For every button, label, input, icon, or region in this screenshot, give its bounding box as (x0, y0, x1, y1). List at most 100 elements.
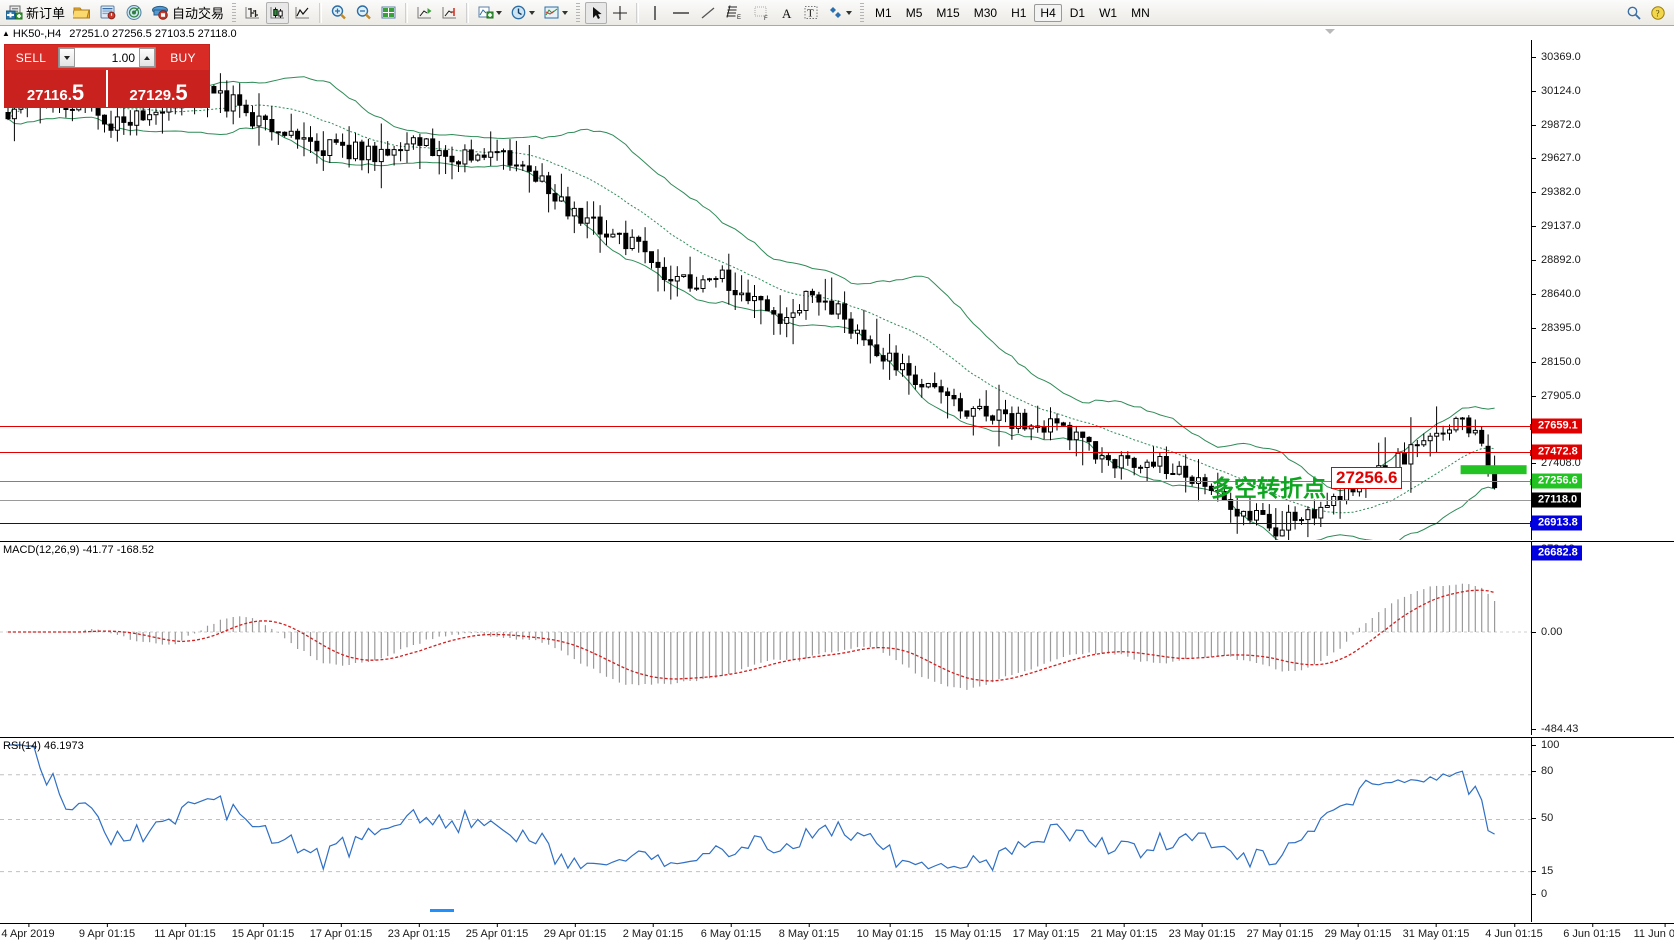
chart-annotation-text[interactable]: 多空转折点 (1211, 476, 1326, 502)
axis-tick-label: -484.43 (1532, 723, 1578, 735)
axis-tick-label: 28395.0 (1532, 322, 1581, 334)
autotrading-button[interactable]: 自动交易 (148, 2, 227, 24)
price-level-tag[interactable]: 27256.6 (1532, 473, 1582, 489)
templates-button[interactable] (540, 2, 571, 24)
time-axis-label: 9 Apr 01:15 (78, 923, 136, 940)
level-line-27256[interactable] (0, 479, 1531, 485)
time-axis-label: 6 May 01:15 (700, 923, 762, 940)
trendline-button[interactable] (696, 2, 720, 24)
macd-plot[interactable]: MACD(12,26,9) -41.77 -168.52 (0, 542, 1531, 735)
candlestick-chart-button[interactable] (266, 1, 290, 24)
price-level-tag[interactable]: 26682.8 (1532, 545, 1582, 561)
signals-button[interactable] (122, 2, 146, 24)
toolbar-grip-2[interactable] (576, 2, 581, 23)
timeframe-w1[interactable]: W1 (1099, 5, 1118, 20)
symbol-bar: ▲ HK50-,H4 27251.0 27256.5 27103.5 27118… (0, 27, 1674, 40)
auto-scroll-button[interactable] (438, 2, 461, 24)
price-level-tag[interactable]: 27659.1 (1532, 418, 1582, 434)
chart-scroll-arrow-icon[interactable] (1325, 29, 1335, 34)
chevron-down-icon[interactable] (562, 10, 569, 15)
new-order-icon (6, 5, 23, 20)
time-axis[interactable]: 4 Apr 2019 9 Apr 01:15 11 Apr 01:15 15 Apr … (0, 923, 1674, 948)
toolbar-grip-3[interactable] (860, 2, 865, 23)
price-pane[interactable]: 多空转折点 27256.6 30369.0 30124.0 29872.0 29627… (0, 40, 1674, 585)
period-button[interactable] (507, 2, 538, 24)
time-axis-label: 15 May 01:15 (934, 923, 1002, 940)
zoom-out-button[interactable] (352, 2, 375, 24)
fibonacci-button[interactable]: E (722, 2, 747, 24)
sell-button[interactable]: SELL (15, 50, 47, 65)
chevron-down-icon[interactable] (496, 10, 503, 15)
search-button[interactable] (1623, 2, 1645, 24)
crosshair-button[interactable] (609, 2, 631, 24)
macd-pane[interactable]: MACD(12,26,9) -41.77 -168.52 373.180.00-… (0, 541, 1674, 735)
level-handle[interactable] (1530, 521, 1531, 527)
profiles-button[interactable] (70, 2, 94, 24)
bar-chart-button[interactable] (241, 2, 264, 24)
help-button[interactable]: ? (1647, 2, 1669, 24)
label-button[interactable]: T (800, 2, 822, 24)
chevron-down-icon[interactable] (529, 10, 536, 15)
shapes-button[interactable] (824, 2, 855, 24)
sell-price[interactable]: 27116 . 5 (5, 70, 106, 107)
price-callout-label[interactable]: 27256.6 (1331, 467, 1403, 489)
buy-price-integer: 27129 (129, 87, 172, 104)
price-plot[interactable]: 多空转折点 27256.6 (0, 40, 1531, 540)
new-order-button[interactable]: 新订单 (3, 2, 68, 24)
price-level-tag[interactable]: 27118.0 (1532, 492, 1582, 508)
chevron-down-icon[interactable] (846, 10, 853, 15)
fibonacci-icon: E (726, 5, 741, 21)
line-chart-button[interactable] (291, 2, 314, 24)
autotrading-label: 自动交易 (172, 6, 225, 21)
buy-price-fraction: 5 (175, 80, 188, 106)
rsi-pane[interactable]: RSI(14) 46.1973 100 80 50 15 0 (0, 737, 1674, 922)
axis-tick-label: 30124.0 (1532, 85, 1581, 97)
volume-input[interactable]: 1.00 (111, 50, 135, 65)
rsi-series (0, 744, 1531, 873)
volume-increase-button[interactable] (139, 48, 155, 67)
level-line-27472[interactable] (0, 450, 1531, 456)
price-axis[interactable]: 30369.0 30124.0 29872.0 29627.0 29382.0 29137… (1531, 40, 1674, 585)
toolbar-separator-3 (466, 2, 470, 23)
timeframe-h4[interactable]: H4 (1034, 3, 1062, 22)
level-line-27659[interactable] (0, 424, 1531, 430)
vertical-line-button[interactable] (644, 2, 666, 24)
channel-button[interactable]: F (749, 2, 774, 24)
level-handle[interactable] (1530, 479, 1531, 485)
volume-decrease-button[interactable] (59, 48, 75, 67)
collapse-arrow-icon[interactable]: ▲ (2, 29, 10, 38)
buy-price[interactable]: 27129 . 5 (106, 70, 209, 107)
timeframe-m30[interactable]: M30 (973, 5, 998, 20)
text-button[interactable]: A (776, 2, 798, 24)
level-line-current-price (0, 500, 1531, 501)
timeframe-m1[interactable]: M1 (875, 5, 892, 20)
rsi-plot[interactable]: RSI(14) 46.1973 (0, 738, 1531, 922)
timeframe-m5[interactable]: M5 (905, 5, 923, 20)
time-axis-label: 25 Apr 01:15 (465, 923, 529, 940)
level-handle[interactable] (1530, 450, 1531, 456)
buy-button[interactable]: BUY (170, 50, 196, 65)
level-handle[interactable] (1530, 424, 1531, 430)
signals-icon (126, 5, 142, 20)
chart-shift-button[interactable] (413, 2, 436, 24)
time-axis-label: 4 Apr 2019 (1, 923, 55, 940)
crosshair-icon (613, 5, 628, 20)
volume-stepper[interactable]: 1.00 (58, 47, 156, 68)
toolbar-grip-1[interactable] (232, 2, 237, 23)
level-line-26913[interactable] (0, 521, 1531, 527)
svg-text:T: T (807, 8, 814, 20)
indicators-button[interactable] (474, 2, 505, 24)
horizontal-line-button[interactable] (668, 2, 694, 24)
zoom-in-button[interactable] (327, 2, 350, 24)
chart-scroll-marker[interactable] (430, 909, 454, 912)
cursor-button[interactable] (585, 1, 608, 24)
timeframe-d1[interactable]: D1 (1069, 5, 1086, 20)
timeframe-m15[interactable]: M15 (936, 5, 960, 20)
tile-windows-button[interactable] (377, 2, 400, 24)
price-level-tag[interactable]: 27472.8 (1532, 444, 1582, 460)
vertical-line-icon (654, 5, 656, 20)
market-watch-button[interactable] (96, 2, 120, 24)
timeframe-mn[interactable]: MN (1131, 5, 1150, 20)
price-level-tag[interactable]: 26913.8 (1532, 515, 1582, 531)
timeframe-h1[interactable]: H1 (1011, 5, 1027, 20)
